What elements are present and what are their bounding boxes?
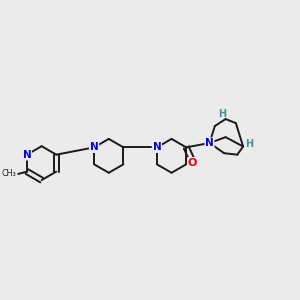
Text: N: N [22, 150, 31, 160]
Text: H: H [218, 109, 226, 119]
Text: N: N [22, 150, 31, 160]
Text: N: N [90, 142, 98, 152]
Text: N: N [90, 142, 98, 152]
Text: O: O [188, 158, 197, 168]
Text: CH₃: CH₃ [2, 169, 16, 178]
Text: H: H [245, 139, 253, 148]
Text: N: N [152, 142, 161, 152]
Text: N: N [205, 138, 214, 148]
Text: N: N [152, 142, 161, 152]
Text: O: O [188, 158, 197, 168]
